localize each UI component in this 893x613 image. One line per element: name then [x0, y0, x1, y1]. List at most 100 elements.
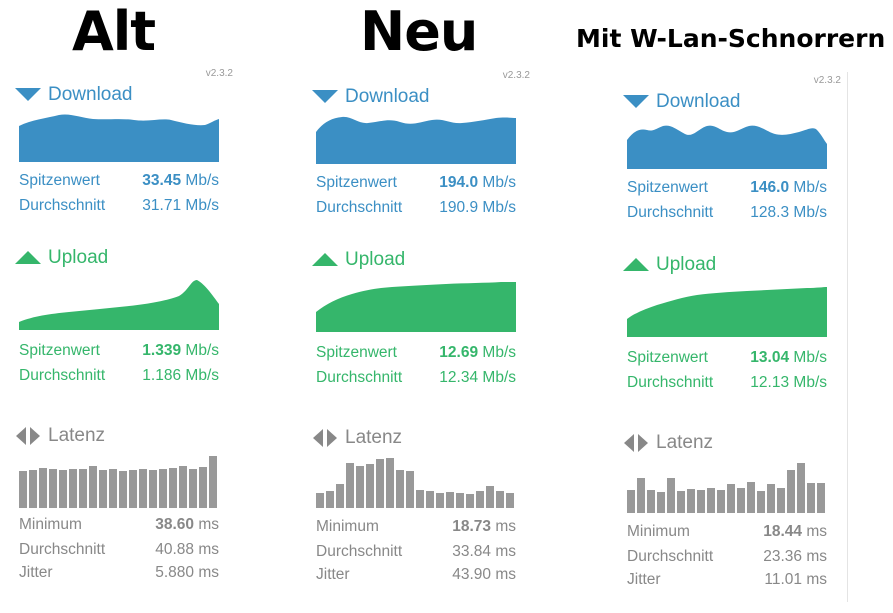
upload-peak-label: Spitzenwert [19, 342, 100, 359]
download-graph [627, 125, 827, 169]
latency-min-unit: ms [495, 518, 516, 535]
triangle-up-icon [15, 251, 41, 264]
latency-avg-row: Durchschnitt 33.84 ms [316, 543, 516, 561]
latency-min-row: Minimum 38.60 ms [19, 516, 219, 534]
upload-label: Upload [656, 254, 717, 275]
latency-min-row: Minimum 18.44 ms [627, 523, 827, 541]
download-peak-row: Spitzenwert 146.0 Mb/s [627, 179, 827, 197]
latency-min-label: Minimum [19, 516, 82, 533]
latency-title: Latenz [623, 431, 713, 455]
upload-label: Upload [48, 247, 109, 268]
upload-peak-row: Spitzenwert 13.04 Mb/s [627, 349, 827, 367]
latency-jitter-unit: ms [495, 566, 516, 583]
latency-jitter-unit: ms [806, 571, 827, 588]
panel-divider [847, 72, 848, 602]
latency-avg-unit: ms [495, 543, 516, 560]
arrows-left-right-icon [16, 427, 40, 445]
latency-title: Latenz [312, 426, 402, 450]
download-peak-label: Spitzenwert [627, 179, 708, 196]
upload-avg-unit: Mb/s [482, 369, 516, 386]
heading-mit-wlan: Mit W-Lan-Schnorrern [576, 24, 886, 53]
upload-peak-value: 13.04 [750, 349, 790, 366]
download-label: Download [656, 91, 741, 112]
latency-label: Latenz [656, 432, 714, 453]
upload-graph [316, 282, 516, 332]
latency-avg-value: 40.88 [155, 541, 195, 558]
download-avg-row: Durchschnitt 31.71 Mb/s [19, 197, 219, 215]
latency-min-value: 18.73 [452, 518, 492, 535]
download-peak-value: 146.0 [750, 179, 790, 196]
version-label: v2.3.2 [813, 75, 841, 86]
upload-avg-row: Durchschnitt 12.34 Mb/s [316, 369, 516, 387]
arrows-left-right-icon [624, 434, 648, 452]
upload-avg-value: 12.34 [439, 369, 479, 386]
triangle-down-icon [312, 90, 338, 103]
download-peak-label: Spitzenwert [19, 172, 100, 189]
latency-min-row: Minimum 18.73 ms [316, 518, 516, 536]
download-avg-value: 190.9 [439, 199, 479, 216]
download-label: Download [48, 84, 133, 105]
latency-jitter-label: Jitter [627, 571, 661, 588]
latency-avg-value: 33.84 [452, 543, 492, 560]
upload-avg-label: Durchschnitt [627, 374, 714, 391]
latency-jitter-label: Jitter [19, 564, 53, 581]
download-peak-unit: Mb/s [793, 179, 827, 196]
upload-avg-unit: Mb/s [185, 367, 219, 384]
latency-graph [19, 456, 217, 508]
latency-graph [316, 458, 514, 508]
download-avg-label: Durchschnitt [316, 199, 403, 216]
latency-jitter-row: Jitter 43.90 ms [316, 566, 516, 584]
download-peak-unit: Mb/s [482, 174, 516, 191]
upload-peak-value: 1.339 [142, 342, 182, 359]
latency-jitter-value: 11.01 [764, 571, 803, 588]
latency-jitter-value: 43.90 [452, 566, 492, 583]
download-avg-row: Durchschnitt 128.3 Mb/s [627, 204, 827, 222]
latency-jitter-unit: ms [198, 564, 219, 581]
speedtest-panel-alt: v2.3.2 Download Spitzenwert 33.45 Mb/s D… [15, 68, 233, 598]
upload-title: Upload [15, 246, 108, 270]
upload-title: Upload [312, 248, 405, 272]
triangle-down-icon [623, 95, 649, 108]
latency-avg-row: Durchschnitt 40.88 ms [19, 541, 219, 559]
latency-avg-label: Durchschnitt [19, 541, 106, 558]
upload-peak-row: Spitzenwert 1.339 Mb/s [19, 342, 219, 360]
upload-peak-label: Spitzenwert [627, 349, 708, 366]
download-peak-value: 194.0 [439, 174, 479, 191]
latency-min-label: Minimum [316, 518, 379, 535]
version-label: v2.3.2 [502, 70, 530, 81]
upload-peak-label: Spitzenwert [316, 344, 397, 361]
heading-alt: Alt [72, 0, 156, 63]
upload-peak-unit: Mb/s [793, 349, 827, 366]
latency-avg-unit: ms [806, 548, 827, 565]
latency-avg-unit: ms [198, 541, 219, 558]
download-title: Download [623, 90, 741, 114]
latency-jitter-label: Jitter [316, 566, 350, 583]
download-avg-row: Durchschnitt 190.9 Mb/s [316, 199, 516, 217]
latency-min-unit: ms [198, 516, 219, 533]
upload-peak-value: 12.69 [439, 344, 479, 361]
triangle-down-icon [15, 88, 41, 101]
upload-peak-row: Spitzenwert 12.69 Mb/s [316, 344, 516, 362]
download-avg-label: Durchschnitt [19, 197, 106, 214]
download-peak-row: Spitzenwert 33.45 Mb/s [19, 172, 219, 190]
download-peak-value: 33.45 [142, 172, 182, 189]
download-graph [316, 116, 516, 164]
download-peak-row: Spitzenwert 194.0 Mb/s [316, 174, 516, 192]
download-avg-value: 31.71 [142, 197, 182, 214]
latency-label: Latenz [345, 427, 403, 448]
upload-avg-row: Durchschnitt 12.13 Mb/s [627, 374, 827, 392]
upload-avg-label: Durchschnitt [316, 369, 403, 386]
heading-neu: Neu [360, 0, 478, 63]
latency-min-label: Minimum [627, 523, 690, 540]
download-graph [19, 114, 219, 162]
download-label: Download [345, 86, 430, 107]
download-avg-unit: Mb/s [793, 204, 827, 221]
latency-label: Latenz [48, 425, 106, 446]
latency-avg-label: Durchschnitt [627, 548, 714, 565]
latency-avg-value: 23.36 [763, 548, 803, 565]
triangle-up-icon [623, 258, 649, 271]
upload-peak-unit: Mb/s [482, 344, 516, 361]
download-avg-label: Durchschnitt [627, 204, 714, 221]
download-avg-value: 128.3 [750, 204, 790, 221]
arrows-left-right-icon [313, 429, 337, 447]
